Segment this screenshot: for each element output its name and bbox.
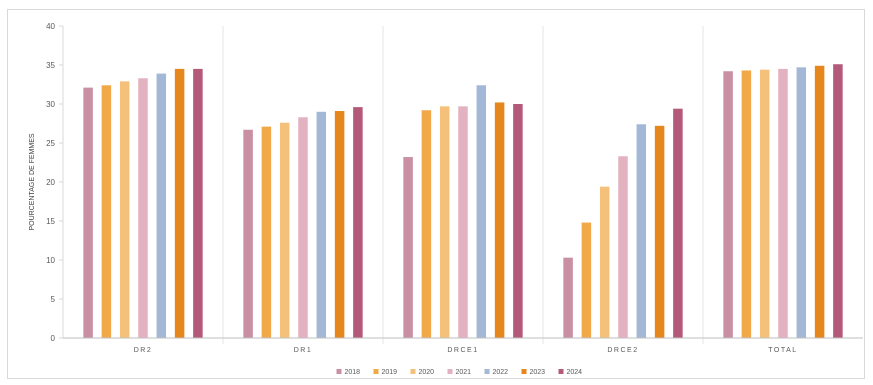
bar-drce2-2020 <box>599 186 610 338</box>
x-category-label: TOTAL <box>768 347 797 354</box>
bar-drce2-2018 <box>563 257 573 338</box>
legend-swatch <box>373 369 379 374</box>
bar-dr2-2023 <box>174 68 185 339</box>
bar-dr1-2021 <box>298 117 308 338</box>
legend-item-2022: 2022 <box>484 369 509 376</box>
bar-drce1-2022 <box>476 85 487 338</box>
bar-drce2-2022 <box>636 124 647 338</box>
legend-swatch <box>521 369 527 374</box>
bar-drce2-2021 <box>618 156 628 338</box>
y-tick-label: 35 <box>46 61 55 70</box>
bar-dr1-2023 <box>334 111 345 339</box>
x-category-label: DRCE1 <box>447 347 478 354</box>
legend-swatch <box>410 369 416 374</box>
y-axis: 0 5 10 15 20 25 30 35 40 <box>46 22 64 343</box>
bars <box>83 64 843 339</box>
bar-drce1-2024 <box>513 104 523 338</box>
legend-label: 2024 <box>567 369 583 376</box>
bar-drce1-2023 <box>494 102 505 338</box>
x-category-label: DRCE2 <box>607 347 638 354</box>
bar-drce2-2023 <box>654 125 665 338</box>
bar-drce1-2019 <box>421 110 432 339</box>
y-tick-label: 0 <box>51 334 56 343</box>
y-tick-label: 30 <box>46 100 55 109</box>
y-axis-label: POURCENTAGE DE FEMMES <box>29 133 36 230</box>
bar-drce2-2024 <box>673 108 683 339</box>
bar-dr2-2020 <box>119 81 130 338</box>
bar-total-2018 <box>723 71 733 339</box>
y-tick-label: 5 <box>51 295 56 304</box>
bar-dr2-2019 <box>101 85 112 338</box>
bar-drce2-2019 <box>581 222 592 338</box>
legend-label: 2019 <box>382 369 398 376</box>
legend-item-2018: 2018 <box>336 369 361 376</box>
legend-item-2024: 2024 <box>558 369 583 376</box>
y-tick-label: 10 <box>46 256 55 265</box>
bar-total-2023 <box>814 65 825 338</box>
bar-total-2021 <box>778 68 788 339</box>
chart-frame <box>7 9 865 379</box>
legend-item-2020: 2020 <box>410 369 435 376</box>
bar-drce1-2021 <box>458 106 468 338</box>
legend-label: 2022 <box>493 369 509 376</box>
bar-dr1-2019 <box>261 126 272 339</box>
legend-label: 2018 <box>345 369 361 376</box>
x-category-label: DR2 <box>134 347 153 354</box>
legend-label: 2023 <box>530 369 546 376</box>
category-separators <box>222 26 704 344</box>
legend-item-2019: 2019 <box>373 369 398 376</box>
y-tick-label: 40 <box>46 22 55 31</box>
bar-dr2-2024 <box>193 68 203 339</box>
bar-total-2019 <box>741 70 752 339</box>
legend: 2018 2019 2020 2021 2022 2023 2024 <box>336 369 583 376</box>
legend-label: 2020 <box>419 369 435 376</box>
bar-dr2-2022 <box>156 73 167 338</box>
bar-dr2-2021 <box>138 78 148 338</box>
x-axis: DR2 DR1 DRCE1 DRCE2 TOTAL <box>63 337 863 354</box>
bar-total-2024 <box>833 64 843 338</box>
legend-item-2023: 2023 <box>521 369 546 376</box>
y-tick-label: 20 <box>46 178 55 187</box>
legend-swatch <box>484 369 490 374</box>
y-tick-label: 25 <box>46 139 55 148</box>
legend-item-2021: 2021 <box>447 369 472 376</box>
bar-dr1-2024 <box>353 107 363 339</box>
bar-drce1-2018 <box>403 157 413 338</box>
bar-dr2-2018 <box>83 87 93 339</box>
legend-swatch <box>558 369 564 374</box>
legend-swatch <box>336 369 342 374</box>
bar-total-2020 <box>759 69 770 339</box>
bar-dr1-2022 <box>316 111 327 338</box>
x-category-label: DR1 <box>294 347 313 354</box>
y-tick-label: 15 <box>46 217 55 226</box>
bar-total-2022 <box>796 67 807 338</box>
bar-dr1-2020 <box>279 122 290 338</box>
legend-label: 2021 <box>456 369 472 376</box>
legend-swatch <box>447 369 453 374</box>
bar-drce1-2020 <box>439 106 450 338</box>
bar-dr1-2018 <box>243 129 253 338</box>
